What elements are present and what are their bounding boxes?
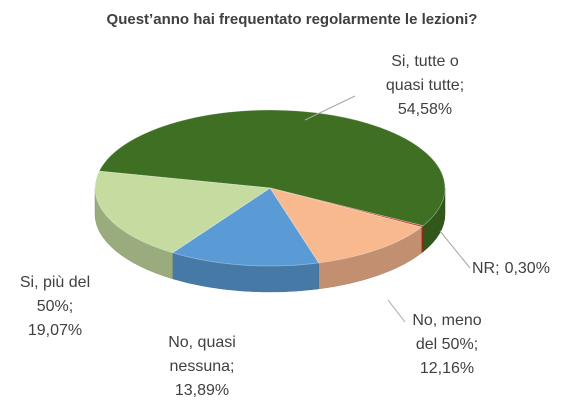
data-label-category: Si, più del 50% bbox=[20, 274, 90, 315]
slice bbox=[269, 187, 424, 228]
data-label: Si, più del 50%; 19,07% bbox=[20, 274, 90, 339]
data-label-category: No, meno del 50% bbox=[412, 312, 481, 353]
data-label-value: 13,89% bbox=[175, 382, 229, 399]
data-label: No, meno del 50%; 12,16% bbox=[412, 312, 481, 377]
data-label-value: 0,30% bbox=[505, 260, 550, 277]
slice bbox=[171, 187, 320, 267]
data-label-value: 12,16% bbox=[420, 360, 474, 377]
data-label-separator: ; bbox=[460, 77, 464, 94]
data-label-category: No, quasi nessuna bbox=[168, 334, 236, 375]
data-label-separator: ; bbox=[230, 358, 234, 375]
data-label-separator: ; bbox=[474, 336, 478, 353]
data-label-category: Si, tutte o quasi tutte bbox=[386, 53, 460, 94]
data-label: NR; 0,30% bbox=[472, 260, 550, 277]
slice bbox=[269, 187, 423, 264]
leader-line bbox=[387, 299, 406, 323]
data-label-separator: ; bbox=[495, 260, 499, 277]
data-label-category: NR bbox=[472, 260, 495, 277]
slice bbox=[94, 170, 272, 254]
data-label: Si, tutte o quasi tutte; 54,58% bbox=[386, 53, 464, 118]
slice bbox=[98, 109, 446, 227]
data-label-value: 54,58% bbox=[398, 101, 452, 118]
leader-line bbox=[439, 230, 471, 269]
data-label-separator: ; bbox=[69, 298, 73, 315]
leader-line bbox=[304, 95, 356, 121]
chart-title: Quest’anno hai frequentato regolarmente … bbox=[107, 11, 478, 28]
data-label: No, quasi nessuna; 13,89% bbox=[168, 334, 236, 399]
data-label-value: 19,07% bbox=[28, 322, 82, 339]
